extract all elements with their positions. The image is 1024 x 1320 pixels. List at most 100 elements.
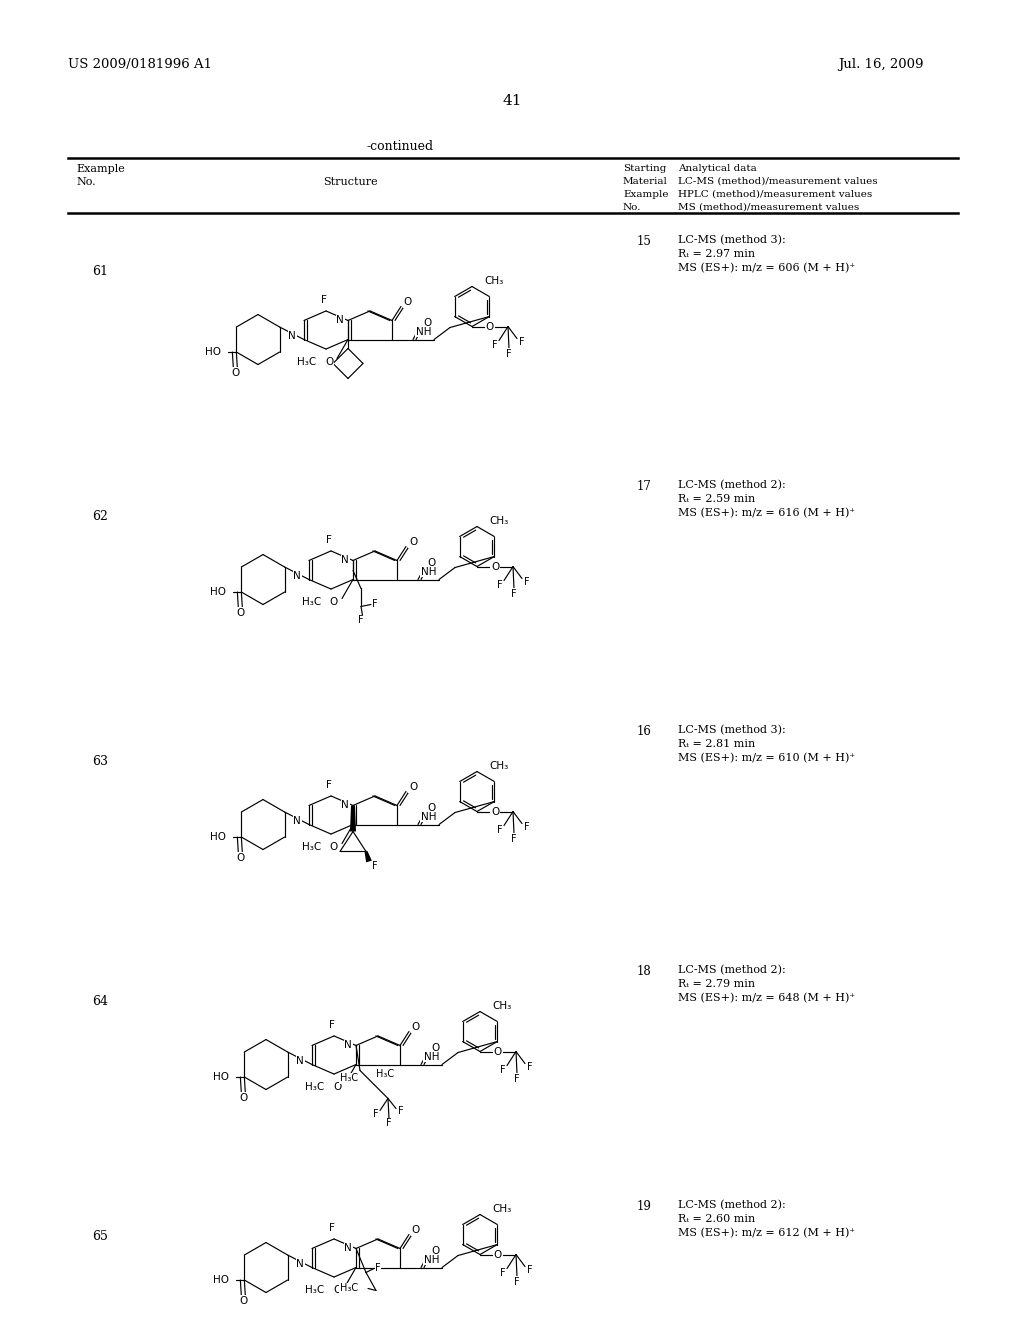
Text: F: F [375,1263,381,1274]
Text: N: N [296,1056,304,1065]
Text: 61: 61 [92,265,108,279]
Text: O: O [330,597,338,606]
Text: F: F [322,294,327,305]
Text: O: O [231,368,240,378]
Text: Material: Material [623,177,668,186]
Text: LC-MS (method 3):: LC-MS (method 3): [678,235,785,246]
Text: O: O [490,807,499,817]
Text: LC-MS (method 2):: LC-MS (method 2): [678,1200,785,1210]
Text: H₃C: H₃C [305,1284,324,1295]
Text: F: F [527,1265,532,1275]
Text: 62: 62 [92,510,108,523]
Text: MS (ES+): m/z = 612 (M + H)⁺: MS (ES+): m/z = 612 (M + H)⁺ [678,1228,855,1238]
Text: O: O [485,322,495,331]
Text: -continued: -continued [367,140,433,153]
Text: CH₃: CH₃ [492,1001,511,1011]
Text: 63: 63 [92,755,108,768]
Text: N: N [293,570,301,581]
Text: 15: 15 [637,235,652,248]
Text: F: F [511,589,517,598]
Text: No.: No. [76,177,95,187]
Text: N: N [341,800,349,810]
Text: F: F [372,599,378,610]
Text: N: N [344,1243,352,1254]
Text: Structure: Structure [323,177,377,187]
Text: O: O [423,318,431,327]
Text: N: N [296,1258,304,1269]
Text: O: O [403,297,412,308]
Text: O: O [325,356,333,367]
Text: H₃C: H₃C [340,1283,358,1294]
Text: O: O [431,1246,439,1255]
Text: O: O [428,557,436,568]
Text: HO: HO [213,1275,229,1286]
Text: LC-MS (method 2):: LC-MS (method 2): [678,480,785,490]
Text: F: F [506,348,512,359]
Text: CH₃: CH₃ [484,276,503,285]
Text: O: O [431,1043,439,1052]
Text: O: O [330,842,338,851]
Text: F: F [524,577,529,586]
Text: F: F [511,833,517,843]
Text: O: O [409,783,417,792]
Text: NH: NH [421,566,436,577]
Text: Rₜ = 2.59 min: Rₜ = 2.59 min [678,494,756,504]
Text: CH₃: CH₃ [489,760,508,771]
Text: F: F [493,339,498,350]
Text: O: O [412,1023,420,1032]
Text: O: O [333,1081,341,1092]
Text: Rₜ = 2.79 min: Rₜ = 2.79 min [678,979,755,989]
Text: F: F [329,1222,335,1233]
Text: NH: NH [421,812,436,821]
Text: O: O [333,1284,341,1295]
Text: F: F [519,337,525,347]
Text: 17: 17 [637,480,652,492]
Text: Rₜ = 2.60 min: Rₜ = 2.60 min [678,1214,756,1224]
Text: MS (ES+): m/z = 648 (M + H)⁺: MS (ES+): m/z = 648 (M + H)⁺ [678,993,855,1003]
Text: MS (ES+): m/z = 616 (M + H)⁺: MS (ES+): m/z = 616 (M + H)⁺ [678,508,855,519]
Text: O: O [240,1093,248,1104]
Text: N: N [293,816,301,825]
Text: O: O [494,1250,502,1259]
Text: F: F [326,535,332,545]
Text: O: O [490,561,499,572]
Text: NH: NH [416,326,431,337]
Polygon shape [350,805,356,832]
Text: US 2009/0181996 A1: US 2009/0181996 A1 [68,58,212,71]
Text: Rₜ = 2.81 min: Rₜ = 2.81 min [678,739,756,748]
Text: MS (method)/measurement values: MS (method)/measurement values [678,203,859,213]
Text: F: F [498,825,503,834]
Text: HO: HO [206,347,221,356]
Text: HO: HO [213,1072,229,1082]
Text: 41: 41 [502,94,522,108]
Text: Starting: Starting [623,164,667,173]
Text: N: N [288,330,296,341]
Text: NH: NH [424,1254,439,1265]
Text: H₃C: H₃C [297,356,316,367]
Text: F: F [500,1064,506,1074]
Text: H₃C: H₃C [302,842,321,851]
Text: H₃C: H₃C [340,1073,358,1084]
Text: H₃C: H₃C [302,597,321,606]
Text: HPLC (method)/measurement values: HPLC (method)/measurement values [678,190,872,199]
Text: O: O [412,1225,420,1236]
Text: N: N [344,1040,352,1051]
Text: N: N [341,556,349,565]
Text: F: F [372,862,378,871]
Text: 65: 65 [92,1230,108,1243]
Text: 64: 64 [92,995,108,1008]
Text: F: F [386,1118,392,1129]
Text: CH₃: CH₃ [492,1204,511,1213]
Text: F: F [498,579,503,590]
Text: F: F [329,1020,335,1030]
Text: O: O [409,537,417,548]
Text: LC-MS (method 2):: LC-MS (method 2): [678,965,785,975]
Text: HO: HO [210,587,226,597]
Text: O: O [240,1296,248,1305]
Text: Analytical data: Analytical data [678,164,757,173]
Text: HO: HO [210,832,226,842]
Text: F: F [524,821,529,832]
Polygon shape [365,851,372,862]
Text: No.: No. [623,203,641,213]
Text: O: O [428,803,436,813]
